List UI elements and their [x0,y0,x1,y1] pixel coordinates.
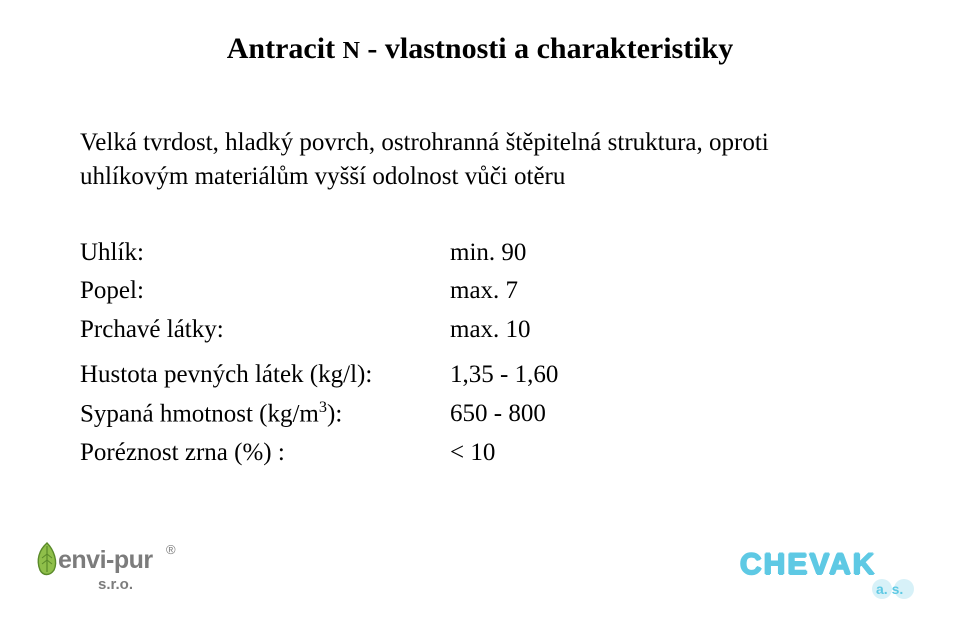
chevak-sub-icon: a. s. [870,576,934,602]
prop-row-hustota: Hustota pevných látek (kg/l): 1,35 - 1,6… [80,356,880,395]
sypana-sup: 3 [319,398,327,416]
prop-row-popel: Popel: max. 7 [80,272,880,311]
properties-block: Uhlík: min. 90 Popel: max. 7 Prchavé lát… [80,234,880,473]
title-rest: - vlastnosti a charakteristiky [367,32,733,65]
chevak-logo: CHEVAK a. s. [740,548,930,596]
chevak-sub-text: a. s. [876,581,903,597]
page-title: Antracit N - vlastnosti a charakteristik… [80,32,880,66]
prop-row-sypana: Sypaná hmotnost (kg/m3): 650 - 800 [80,395,880,434]
envipur-sro: s.r.o. [98,576,133,593]
prop-row-poreznost: Poréznost zrna (%) : < 10 [80,434,880,473]
registered-icon: ® [166,542,176,557]
title-main: Antracit [227,32,335,65]
prop-row-prchave: Prchavé látky: max. 10 [80,311,880,350]
prop-value: 1,35 - 1,60 [450,356,880,395]
prop-label: Prchavé látky: [80,311,450,350]
prop-value: min. 90 [450,234,880,273]
prop-label: Uhlík: [80,234,450,273]
sypana-post: ): [327,400,342,427]
chevak-name: CHEVAK [740,548,876,582]
prop-label: Sypaná hmotnost (kg/m3): [80,395,450,434]
sypana-pre: Sypaná hmotnost (kg/m [80,400,319,427]
title-n: N [343,38,360,64]
prop-value: < 10 [450,434,880,473]
prop-value: max. 10 [450,311,880,350]
envipur-name: envi-pur [58,546,153,575]
description-text: Velká tvrdost, hladký povrch, ostrohrann… [80,126,880,194]
prop-value: 650 - 800 [450,395,880,434]
document-page: Antracit N - vlastnosti a charakteristik… [0,0,960,622]
envipur-logo: envi-pur ® s.r.o. [28,540,188,602]
prop-value: max. 7 [450,272,880,311]
prop-label: Poréznost zrna (%) : [80,434,450,473]
prop-label: Hustota pevných látek (kg/l): [80,356,450,395]
prop-label: Popel: [80,272,450,311]
prop-row-uhlik: Uhlík: min. 90 [80,234,880,273]
